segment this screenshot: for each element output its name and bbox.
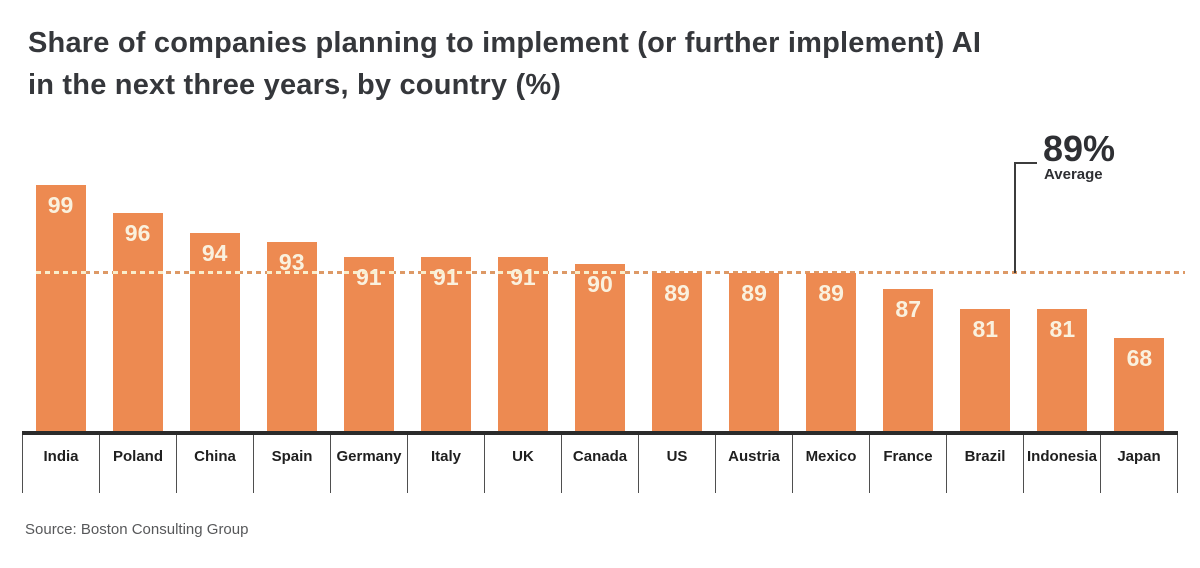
x-axis-label-uk: UK xyxy=(485,435,562,493)
bar-value-label-us: 89 xyxy=(664,280,690,306)
bar-value-label-mexico: 89 xyxy=(818,280,844,306)
average-dash-overlay-china xyxy=(189,271,240,274)
bar-germany: 91 xyxy=(343,257,394,431)
average-callout-vertical-line xyxy=(1014,162,1016,273)
average-dash-overlay-uk xyxy=(497,271,548,274)
bar-value-label-italy: 91 xyxy=(433,264,459,290)
bar-value-label-india: 99 xyxy=(47,192,74,218)
bar-uk: 91 xyxy=(497,257,548,431)
x-axis-labels-row: India Poland China Spain Germany Italy UK Canad… xyxy=(22,435,1178,493)
chart-title: Share of companies planning to implement… xyxy=(28,22,981,106)
bar-value-label-china: 94 xyxy=(201,240,228,266)
bar-us: 89 xyxy=(652,273,703,431)
bar-column-spain: 93 xyxy=(253,140,330,431)
x-axis-label-indonesia: Indonesia xyxy=(1024,435,1101,493)
x-axis-label-japan: Japan xyxy=(1101,435,1178,493)
bar-column-germany: 91 xyxy=(330,140,407,431)
x-axis-label-brazil: Brazil xyxy=(947,435,1024,493)
bar-value-label-germany: 91 xyxy=(355,264,382,290)
x-axis-label-canada: Canada xyxy=(562,435,639,493)
bar-column-japan: 68 xyxy=(1101,140,1178,431)
bar-value-label-france: 87 xyxy=(895,296,922,322)
bar-column-italy: 91 xyxy=(407,140,484,431)
x-axis-label-mexico: Mexico xyxy=(793,435,870,493)
bars-area: 99 96 94 93 91 91 91 90 89 89 89 87 81 81 68 xyxy=(22,140,1178,431)
bar-indonesia: 81 xyxy=(1037,309,1088,431)
bar-value-label-brazil: 81 xyxy=(972,316,999,342)
average-dash-overlay-canada xyxy=(574,271,625,274)
bar-value-label-japan: 68 xyxy=(1126,345,1153,371)
bar-column-uk: 91 xyxy=(484,140,561,431)
bar-austria: 89 xyxy=(729,273,780,431)
bar-japan: 68 xyxy=(1114,338,1165,431)
x-axis-label-austria: Austria xyxy=(716,435,793,493)
bar-poland: 96 xyxy=(112,213,163,431)
average-callout-horizontal-line xyxy=(1014,162,1037,164)
bar-value-label-austria: 89 xyxy=(741,280,767,306)
average-dash-overlay-germany xyxy=(343,271,394,274)
x-axis-label-india: India xyxy=(22,435,100,493)
bar-brazil: 81 xyxy=(960,309,1011,431)
bar-column-indonesia: 81 xyxy=(1024,140,1101,431)
bar-column-mexico: 89 xyxy=(793,140,870,431)
bar-column-austria: 89 xyxy=(716,140,793,431)
bar-column-india: 99 xyxy=(22,140,99,431)
x-axis-label-germany: Germany xyxy=(331,435,408,493)
average-sublabel: Average xyxy=(1044,166,1103,183)
x-axis-label-spain: Spain xyxy=(254,435,331,493)
average-dash-overlay-italy xyxy=(420,271,471,274)
x-axis-label-france: France xyxy=(870,435,947,493)
average-dash-overlay-poland xyxy=(112,271,163,274)
bar-column-poland: 96 xyxy=(99,140,176,431)
x-axis-baseline xyxy=(22,431,1178,435)
x-axis-label-italy: Italy xyxy=(408,435,485,493)
bar-spain: 93 xyxy=(266,242,317,431)
bar-india: 99 xyxy=(35,185,86,431)
bar-value-label-poland: 96 xyxy=(124,220,151,246)
x-axis-label-poland: Poland xyxy=(100,435,177,493)
average-value-label: 89% xyxy=(1043,128,1116,169)
average-dash-overlay-india xyxy=(35,271,86,274)
bar-column-us: 89 xyxy=(639,140,716,431)
chart-title-line1: Share of companies planning to implement… xyxy=(28,27,982,59)
bar-canada: 90 xyxy=(574,264,625,431)
chart-title-line2: in the next three years, by country (%) xyxy=(28,69,562,101)
bar-column-brazil: 81 xyxy=(947,140,1024,431)
bar-column-france: 87 xyxy=(870,140,947,431)
x-axis-label-us: US xyxy=(639,435,716,493)
bar-china: 94 xyxy=(189,233,240,431)
bar-mexico: 89 xyxy=(806,273,857,431)
bar-column-china: 94 xyxy=(176,140,253,431)
bar-value-label-spain: 93 xyxy=(278,249,305,275)
bar-value-label-uk: 91 xyxy=(510,264,536,290)
average-dash-overlay-spain xyxy=(266,271,317,274)
x-axis-label-china: China xyxy=(177,435,254,493)
bar-france: 87 xyxy=(883,289,934,431)
bar-value-label-indonesia: 81 xyxy=(1049,316,1076,342)
bar-italy: 91 xyxy=(420,257,471,431)
bar-value-label-canada: 90 xyxy=(587,271,613,297)
bar-column-canada: 90 xyxy=(561,140,638,431)
source-note: Source: Boston Consulting Group xyxy=(25,521,249,538)
